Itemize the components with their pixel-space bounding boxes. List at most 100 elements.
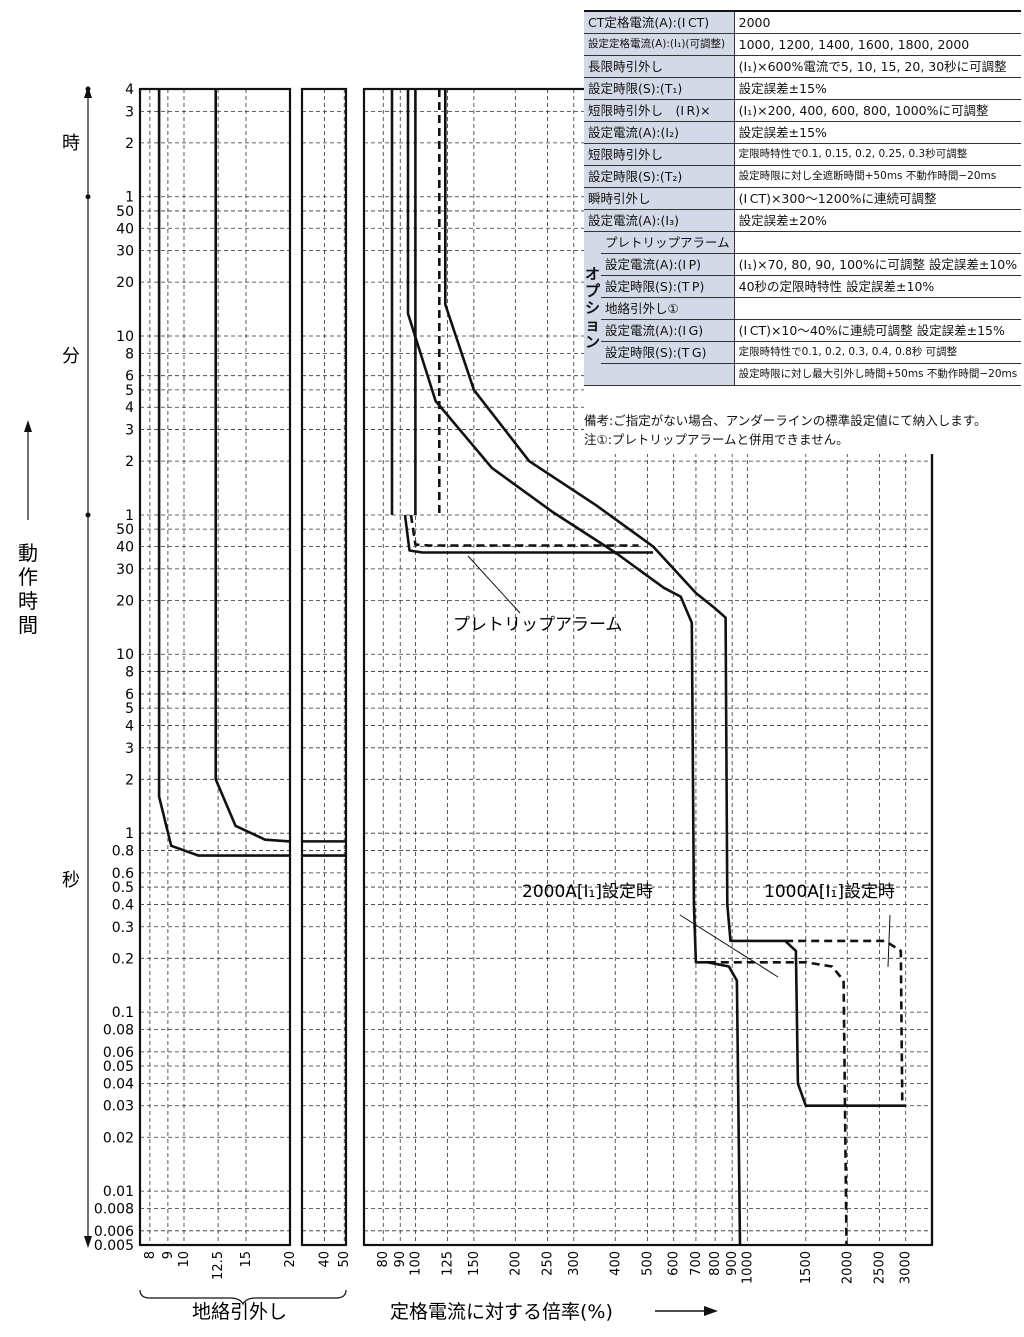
table-row: 設定電流(A):(I₃) 設定誤差±20% — [584, 209, 1022, 232]
table-row: 設定電流(A):(I P) (I₁)×70, 80, 90, 100%に可調整 設… — [584, 253, 1022, 276]
table-row: 設定時限(S):(T P) 40秒の定限時特性 設定誤差±10% — [584, 275, 1022, 298]
x-tick-label: 10 — [177, 1251, 192, 1268]
instant-value: 設定誤差±20% — [734, 209, 1022, 232]
ct-label: CT定格電流(A):(I CT) — [584, 10, 735, 34]
pretrip-current-value: (I₁)×70, 80, 90, 100%に可調整 設定誤差±10% — [734, 253, 1022, 276]
x-tick-label: 8 — [143, 1251, 158, 1259]
y-tick-label: 0.1 — [112, 1005, 134, 1021]
x-tick-label: 12.5 — [211, 1251, 226, 1280]
y-tick-label: 1 — [125, 190, 134, 206]
x-tick-label: 90 — [393, 1251, 408, 1268]
option-label: オプション — [584, 231, 602, 386]
x-axis-ground-label: 地絡引外し — [192, 1301, 287, 1323]
y-tick-label: 6 — [125, 687, 134, 703]
short-current-value: (I₁)×200, 400, 600, 800, 1000%に可調整 — [734, 99, 1022, 122]
y-tick-label: 0.02 — [103, 1130, 134, 1146]
x-axis-arrow — [655, 1306, 718, 1316]
table-row: 設定時限(S):(T G) 定限時特性で0.1, 0.2, 0.3, 0.4, 0… — [584, 341, 1022, 364]
y-tick-label: 2 — [125, 136, 134, 152]
y-tick-label: 0.03 — [103, 1099, 134, 1115]
ground-series-line — [157, 89, 290, 857]
x-tick-label: 150 — [467, 1251, 482, 1276]
y-tick-label: 0.005 — [94, 1238, 134, 1254]
y-tick-label: 1 — [125, 826, 134, 842]
rated-value: 1000, 1200, 1400, 1600, 1800, 2000 — [734, 33, 1022, 56]
x-tick-label: 40 — [318, 1251, 333, 1268]
ground-series-line — [214, 89, 291, 843]
table-row: 設定電流(A):(I₂) 設定誤差±15% — [584, 121, 1022, 144]
short-time-value: 定限時特性で0.1, 0.15, 0.2, 0.25, 0.3秒可調整 — [734, 143, 1022, 166]
x-tick-label: 700 — [689, 1251, 704, 1276]
x-tick-label: 250 — [541, 1251, 556, 1276]
y-tick-label: 0.008 — [94, 1201, 134, 1217]
y-tick-label: 0.006 — [94, 1224, 134, 1240]
y-tick-label: 0.08 — [103, 1023, 134, 1039]
series-line — [406, 89, 742, 1246]
time-unit-label: 秒 — [62, 870, 80, 891]
y-tick-label: 0.3 — [112, 920, 134, 936]
time-unit-markers: 時分秒 — [24, 86, 92, 1248]
x-tick-label: 2000 — [840, 1251, 855, 1284]
x-tick-label: 1000 — [740, 1251, 755, 1284]
y-tick-label: 40 — [116, 221, 134, 237]
grid — [140, 88, 932, 1246]
y-tick-label: 0.2 — [112, 951, 134, 967]
y-tick-label: 3 — [125, 104, 134, 120]
series-line — [403, 514, 654, 554]
y-tick-label: 4 — [125, 718, 134, 734]
x-tick-label: 100 — [408, 1251, 423, 1276]
1000a-leader — [887, 914, 891, 968]
y-tick-label: 20 — [116, 275, 134, 291]
y-tick-label: 0.6 — [112, 866, 134, 882]
instant-label: 設定電流(A):(I₃) — [584, 209, 735, 232]
x-tick-label: 125 — [441, 1251, 456, 1276]
table-row: 短限時引外し (I R)× (I₁)×200, 400, 600, 800, 10… — [584, 99, 1022, 122]
ground-current-value: (I CT)×10〜40%に連続可調整 設定誤差±15% — [734, 319, 1022, 342]
annotation-pretrip: プレトリップアラーム — [453, 615, 623, 635]
long-value: 設定誤差±15% — [734, 77, 1022, 100]
rated-label: 設定定格電流(A):(I₁)(可調整) — [584, 33, 735, 56]
instant-value: (I CT)×300〜1200%に連続可調整 — [734, 187, 1022, 210]
table-row: 設定時限に対し最大引外し時間+50ms 不動作時間−20ms — [584, 363, 1022, 386]
remark: 備考:ご指定がない場合、アンダーラインの標準設定値にて納入します。 — [584, 413, 987, 428]
table-row: 地絡引外し① — [584, 297, 1022, 320]
pretrip-leader — [467, 555, 521, 614]
x-tick-label: 80 — [376, 1251, 391, 1268]
short-time-label: 設定時限(S):(T₂) — [584, 165, 735, 188]
x-tick-label: 2500 — [872, 1251, 887, 1284]
y-tick-label: 0.04 — [103, 1076, 134, 1092]
series-line — [409, 514, 639, 547]
pretrip-time-value: 40秒の定限時特性 設定誤差±10% — [734, 275, 1022, 298]
x-tick-label: 300 — [567, 1251, 582, 1276]
time-unit-label: 時 — [62, 133, 80, 154]
short-current-label: 設定電流(A):(I₂) — [584, 121, 735, 144]
time-axis-arrow-top — [84, 86, 92, 98]
y-tick-label: 5 — [125, 383, 134, 399]
table-row: 設定時限(S):(T₂) 設定時限に対し全遮断時間+50ms 不動作時間−20ms — [584, 165, 1022, 188]
y-tick-label: 10 — [116, 647, 134, 663]
2000a-leader — [679, 914, 779, 978]
x-tick-label: 200 — [508, 1251, 523, 1276]
y-tick-label: 4 — [125, 82, 134, 98]
x-tick-label: 400 — [608, 1251, 623, 1276]
ground-time-value: 定限時特性で0.1, 0.2, 0.3, 0.4, 0.8秒 可調整 — [734, 341, 1022, 364]
x-tick-label: 800 — [708, 1251, 723, 1276]
y-tick-label: 20 — [116, 593, 134, 609]
ground-time-label: 設定時限(S):(T G) — [601, 341, 735, 364]
table-row: オプション プレトリップアラーム — [584, 231, 1022, 386]
ground-time-value: 設定時限に対し最大引外し時間+50ms 不動作時間−20ms — [734, 363, 1022, 386]
y-tick-label: 50 — [116, 204, 134, 220]
y-tick-label: 0.06 — [103, 1045, 134, 1061]
y-tick-label: 2 — [125, 454, 134, 470]
y-tick-label: 30 — [116, 562, 134, 578]
y-tick-label: 50 — [116, 522, 134, 538]
y-tick-label: 10 — [116, 329, 134, 345]
x-tick-label: 9 — [161, 1251, 176, 1259]
y-tick-label: 0.8 — [112, 844, 134, 860]
y-tick-label: 0.01 — [103, 1184, 134, 1200]
time-unit-label: 分 — [62, 346, 80, 367]
note-1: 注①:プレトリップアラームと併用できません。 — [584, 432, 849, 447]
annotation-2000a: 2000A[I₁]設定時 — [522, 882, 653, 902]
short-time-label: 短限時引外し — [584, 143, 735, 166]
